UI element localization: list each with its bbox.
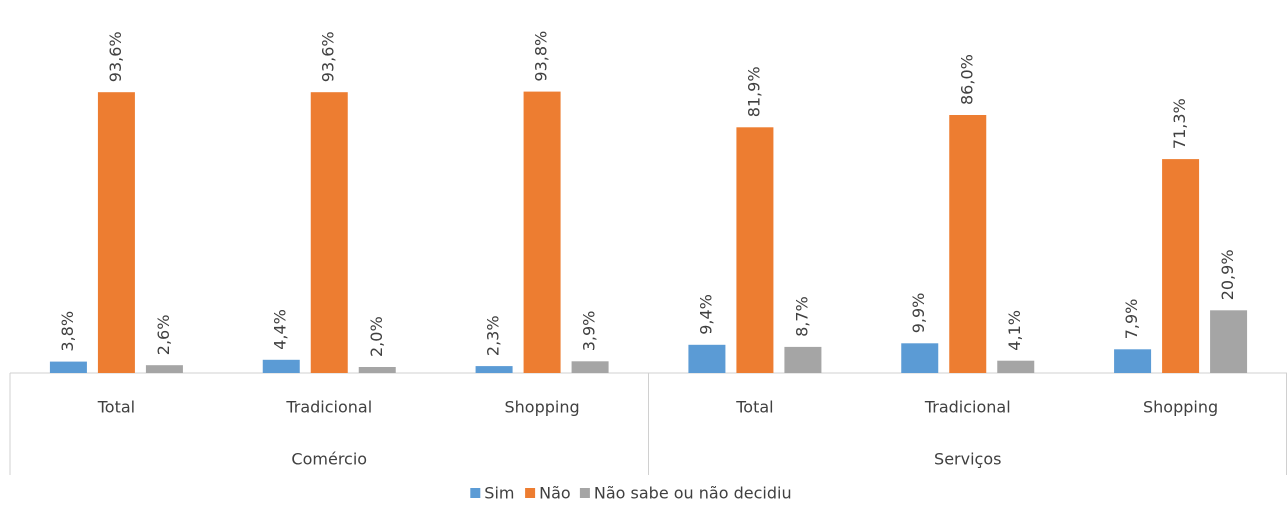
data-label: 2,0%: [367, 316, 386, 357]
bar: [523, 91, 561, 373]
data-label: 20,9%: [1218, 249, 1237, 300]
data-label: 93,6%: [319, 31, 338, 82]
bar: [784, 346, 822, 373]
data-label: 3,8%: [58, 311, 77, 352]
bar: [997, 360, 1035, 373]
group-label: Comércio: [291, 450, 367, 469]
x-tick-label: Total: [735, 398, 773, 417]
legend-label: Não sabe ou não decidiu: [594, 484, 792, 503]
x-tick-label: Total: [97, 398, 135, 417]
data-label: 71,3%: [1170, 98, 1189, 149]
data-label: 4,4%: [271, 309, 290, 350]
bar: [49, 361, 87, 373]
data-label: 9,4%: [696, 294, 715, 335]
data-label: 81,9%: [744, 66, 763, 117]
data-label: 3,9%: [580, 311, 599, 352]
bar: [688, 344, 726, 373]
bar: [145, 365, 183, 373]
data-label: 93,8%: [532, 31, 551, 82]
legend-swatch: [470, 488, 481, 498]
legend-swatch: [579, 488, 590, 498]
data-label: 86,0%: [957, 54, 976, 105]
x-tick-label: Tradicional: [285, 398, 372, 417]
bar: [949, 115, 987, 373]
data-label: 9,9%: [909, 293, 928, 334]
bar: [475, 366, 513, 373]
bar: [901, 343, 939, 373]
bar: [1114, 349, 1152, 373]
data-label: 8,7%: [792, 296, 811, 337]
legend-label: Sim: [484, 484, 514, 503]
x-tick-label: Shopping: [1143, 398, 1218, 417]
bar: [262, 359, 300, 373]
group-label: Serviços: [934, 450, 1001, 469]
bar: [1210, 310, 1248, 373]
bar: [358, 367, 396, 373]
legend-label: Não: [539, 484, 571, 503]
data-label: 2,6%: [154, 315, 173, 356]
data-label: 7,9%: [1122, 299, 1141, 340]
data-label: 4,1%: [1005, 310, 1024, 351]
bar: [571, 361, 609, 373]
bar: [310, 92, 348, 373]
legend-swatch: [525, 488, 536, 498]
x-tick-label: Shopping: [505, 398, 580, 417]
bar: [736, 127, 774, 373]
data-label: 93,6%: [106, 31, 125, 82]
data-label: 2,3%: [484, 315, 503, 356]
x-tick-label: Tradicional: [924, 398, 1011, 417]
bar: [97, 92, 135, 373]
bar: [1162, 159, 1200, 373]
